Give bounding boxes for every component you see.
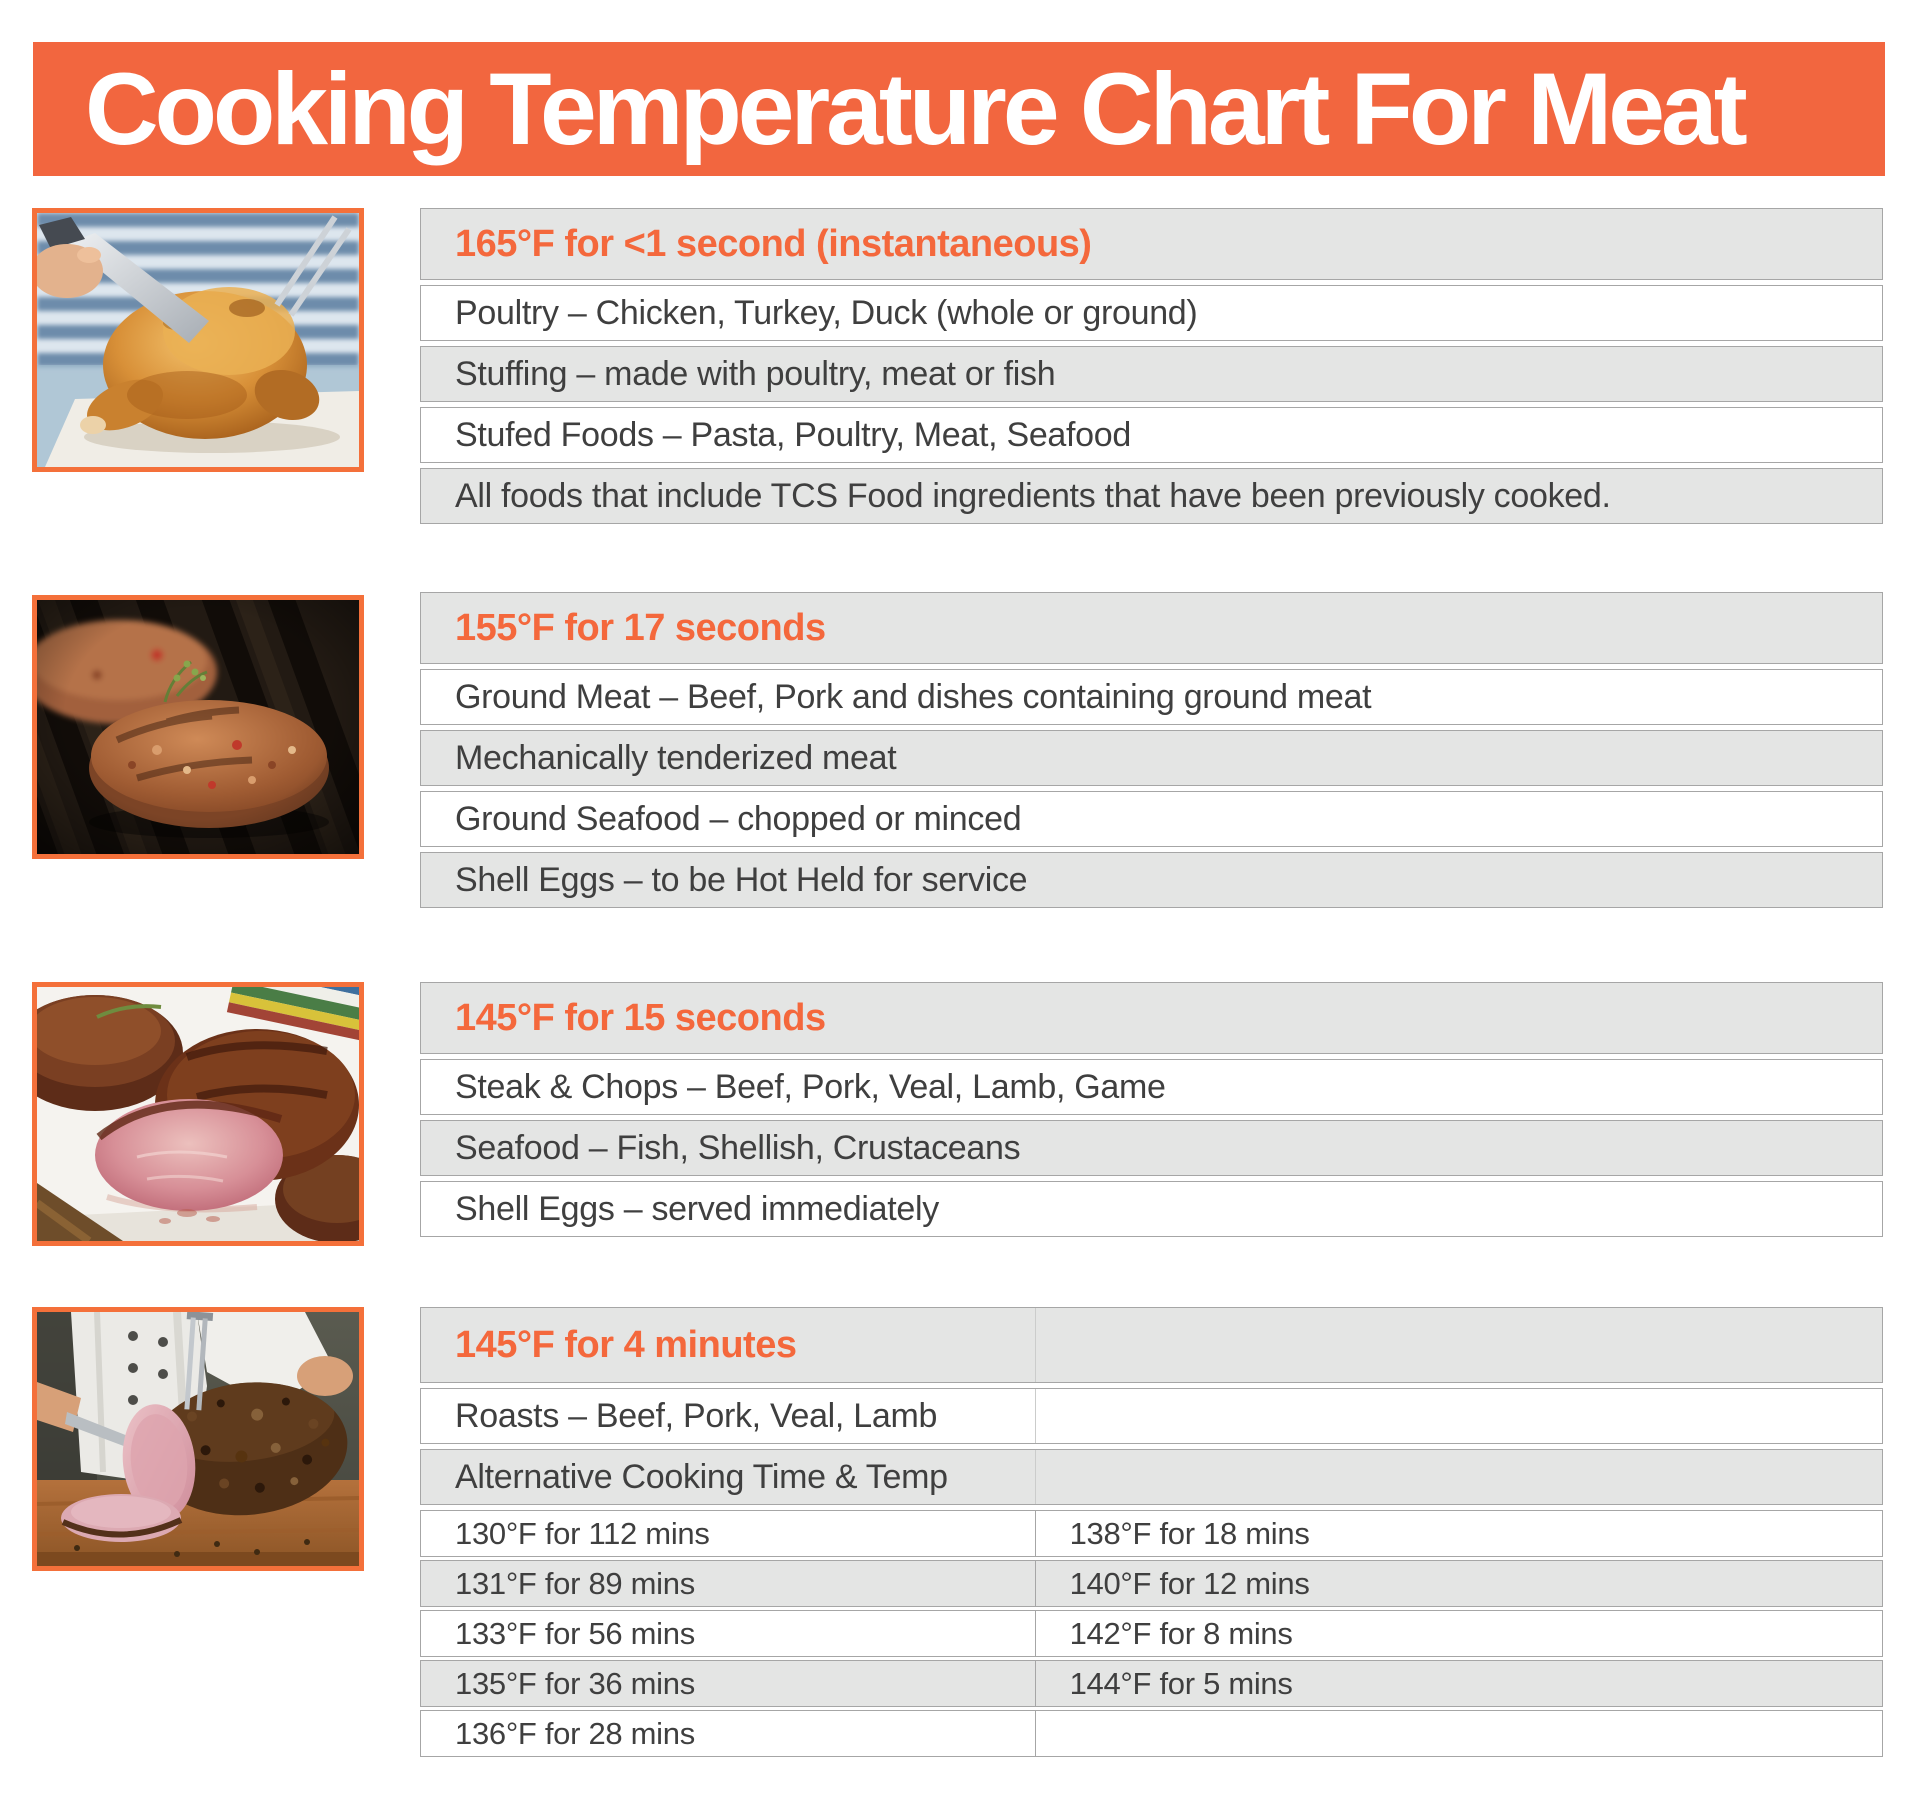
temp-time-cell: 135°F for 36 mins bbox=[455, 1665, 695, 1701]
temp-time-cell: 142°F for 8 mins bbox=[1034, 1611, 1882, 1656]
table-row: Steak & Chops – Beef, Pork, Veal, Lamb, … bbox=[420, 1059, 1883, 1115]
temperature-table-145f-4min: 145°F for 4 minutes Roasts – Beef, Pork,… bbox=[420, 1307, 1883, 1760]
alt-time-row: 130°F for 112 mins 138°F for 18 mins bbox=[420, 1510, 1883, 1557]
table-row: Seafood – Fish, Shellish, Crustaceans bbox=[420, 1120, 1883, 1176]
temp-time-cell: 133°F for 56 mins bbox=[455, 1615, 695, 1651]
table-row: Ground Meat – Beef, Pork and dishes cont… bbox=[420, 669, 1883, 725]
photo-sliced-steak bbox=[32, 982, 364, 1246]
temp-time-cell: 144°F for 5 mins bbox=[1034, 1661, 1882, 1706]
table-row: Shell Eggs – served immediately bbox=[420, 1181, 1883, 1237]
temp-time-cell: 131°F for 89 mins bbox=[455, 1565, 695, 1601]
row-label: Alternative Cooking Time & Temp bbox=[455, 1457, 948, 1496]
section-heading-row: 145°F for 4 minutes bbox=[420, 1307, 1883, 1383]
roast-chicken-illustration bbox=[37, 213, 359, 467]
temperature-table-165f: 165°F for <1 second (instantaneous) Poul… bbox=[420, 208, 1883, 524]
section-heading: 145°F for 15 seconds bbox=[420, 982, 1883, 1054]
alt-time-row: 133°F for 56 mins 142°F for 8 mins bbox=[420, 1610, 1883, 1657]
table-row: Roasts – Beef, Pork, Veal, Lamb bbox=[420, 1388, 1883, 1444]
section-heading: 155°F for 17 seconds bbox=[420, 592, 1883, 664]
table-row: All foods that include TCS Food ingredie… bbox=[420, 468, 1883, 524]
photo-burger-patties-grill bbox=[32, 595, 364, 859]
title-banner: Cooking Temperature Chart For Meat bbox=[33, 42, 1885, 176]
empty-cell bbox=[1034, 1308, 1882, 1382]
alt-time-row: 131°F for 89 mins 140°F for 12 mins bbox=[420, 1560, 1883, 1607]
alt-time-row: 136°F for 28 mins bbox=[420, 1710, 1883, 1757]
temp-time-cell: 130°F for 112 mins bbox=[455, 1515, 710, 1551]
temp-time-cell: 138°F for 18 mins bbox=[1034, 1511, 1882, 1556]
carved-roast-illustration bbox=[37, 1312, 359, 1566]
table-row: Poultry – Chicken, Turkey, Duck (whole o… bbox=[420, 285, 1883, 341]
temp-time-cell: 136°F for 28 mins bbox=[455, 1715, 695, 1751]
photo-chef-carving-roast bbox=[32, 1307, 364, 1571]
alt-time-row: 135°F for 36 mins 144°F for 5 mins bbox=[420, 1660, 1883, 1707]
empty-cell bbox=[1034, 1389, 1882, 1443]
table-row: Alternative Cooking Time & Temp bbox=[420, 1449, 1883, 1505]
temp-time-cell: 140°F for 12 mins bbox=[1034, 1561, 1882, 1606]
temperature-table-155f: 155°F for 17 seconds Ground Meat – Beef,… bbox=[420, 592, 1883, 908]
table-row: Stuffing – made with poultry, meat or fi… bbox=[420, 346, 1883, 402]
empty-cell bbox=[1034, 1450, 1882, 1504]
table-row: Mechanically tenderized meat bbox=[420, 730, 1883, 786]
temperature-table-145f-15s: 145°F for 15 seconds Steak & Chops – Bee… bbox=[420, 982, 1883, 1237]
row-label: Roasts – Beef, Pork, Veal, Lamb bbox=[455, 1396, 938, 1435]
section-heading: 165°F for <1 second (instantaneous) bbox=[420, 208, 1883, 280]
sliced-steak-illustration bbox=[37, 987, 359, 1241]
photo-roast-chicken-carving bbox=[32, 208, 364, 472]
burger-grill-illustration bbox=[37, 600, 359, 854]
section-heading: 145°F for 4 minutes bbox=[455, 1323, 797, 1366]
table-row: Shell Eggs – to be Hot Held for service bbox=[420, 852, 1883, 908]
page-title: Cooking Temperature Chart For Meat bbox=[85, 52, 1748, 166]
temp-time-cell bbox=[1034, 1711, 1882, 1756]
table-row: Ground Seafood – chopped or minced bbox=[420, 791, 1883, 847]
table-row: Stufed Foods – Pasta, Poultry, Meat, Sea… bbox=[420, 407, 1883, 463]
